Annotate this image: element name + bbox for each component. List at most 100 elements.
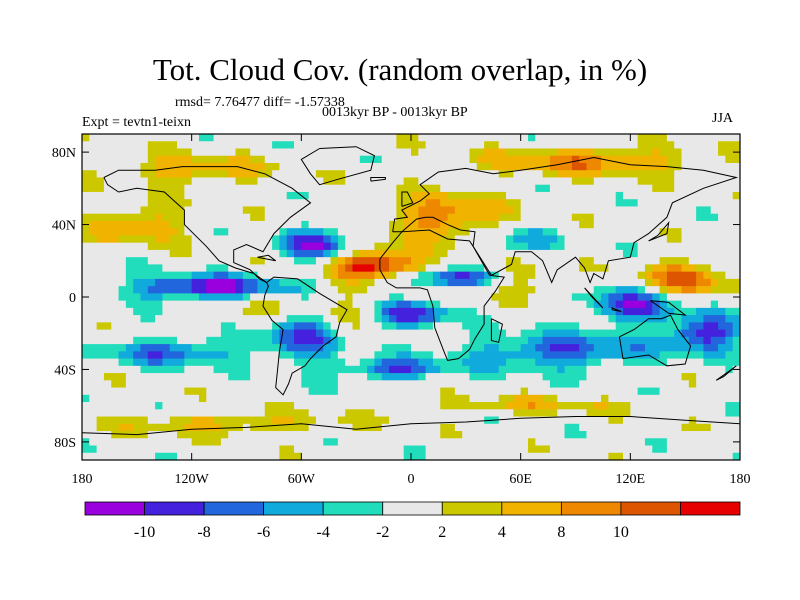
field-cell xyxy=(220,329,273,338)
field-cell xyxy=(593,177,639,186)
field-cell xyxy=(389,264,405,273)
field-cell xyxy=(169,235,193,244)
field-cell xyxy=(644,278,653,287)
field-cell xyxy=(666,271,697,280)
field-cell xyxy=(396,199,412,208)
lat-tick-label: 0 xyxy=(69,291,76,306)
field-cell xyxy=(367,365,376,374)
field-cell xyxy=(82,300,127,309)
field-cell xyxy=(644,300,653,309)
field-cell xyxy=(381,344,412,352)
field-cell xyxy=(601,358,624,367)
field-cell xyxy=(586,365,726,374)
field-cell xyxy=(184,191,288,200)
field-cell xyxy=(593,148,653,157)
field-cell xyxy=(82,315,142,323)
field-cell xyxy=(469,148,485,157)
field-cell xyxy=(381,322,397,331)
field-cell xyxy=(425,264,449,273)
field-cell xyxy=(725,336,734,345)
field-cell xyxy=(615,300,624,309)
field-cell xyxy=(586,373,683,381)
field-cell xyxy=(659,300,668,309)
field-cell xyxy=(454,387,522,396)
field-cell xyxy=(389,220,405,229)
field-cell xyxy=(659,351,705,360)
field-cell xyxy=(520,257,580,265)
field-cell xyxy=(396,191,412,200)
field-cell xyxy=(89,228,178,237)
field-cell xyxy=(571,155,580,164)
field-cell xyxy=(666,264,683,273)
field-cell xyxy=(337,242,346,251)
field-cell xyxy=(681,286,697,294)
field-cell xyxy=(337,257,346,265)
field-cell xyxy=(666,300,683,309)
field-cell xyxy=(586,351,661,360)
field-cell xyxy=(103,373,127,381)
field-cell xyxy=(389,293,405,302)
field-cell xyxy=(703,315,726,323)
field-cell xyxy=(337,329,471,338)
field-cell xyxy=(294,416,317,425)
field-cell xyxy=(242,307,280,316)
field-cell xyxy=(323,438,339,447)
field-cell xyxy=(147,155,156,164)
field-cell xyxy=(359,358,376,367)
field-cell xyxy=(294,257,317,265)
field-cell xyxy=(125,257,149,265)
field-cell xyxy=(484,264,507,273)
field-cell xyxy=(250,351,280,360)
field-cell xyxy=(425,373,471,381)
field-cell xyxy=(498,271,514,280)
field-cell xyxy=(447,249,624,258)
field-cell xyxy=(440,199,507,208)
field-cell xyxy=(184,351,229,360)
field-cell xyxy=(432,358,463,367)
colorbar-swatch xyxy=(84,501,145,516)
field-cell xyxy=(330,271,339,280)
field-cell xyxy=(111,322,222,331)
field-cell xyxy=(513,170,544,179)
field-cell xyxy=(381,155,471,164)
lon-tick-label: 120E xyxy=(616,472,646,487)
field-cell xyxy=(579,423,683,432)
field-cell xyxy=(710,271,726,280)
field-cell xyxy=(659,228,683,237)
period-label: 0013kyr BP - 0013kyr BP xyxy=(322,105,468,120)
field-cell xyxy=(133,286,149,294)
field-cell xyxy=(396,315,419,323)
plot-title: Tot. Cloud Cov. (random overlap, in %) xyxy=(152,52,648,87)
field-cell xyxy=(659,278,668,287)
lon-tick-label: 60E xyxy=(509,472,532,487)
coastline xyxy=(257,254,277,262)
field-cell xyxy=(718,278,740,287)
field-cell xyxy=(323,336,332,345)
field-cell xyxy=(469,373,507,381)
field-cell xyxy=(725,351,740,360)
field-cell xyxy=(498,213,522,222)
field-cell xyxy=(557,409,588,418)
field-cell xyxy=(82,365,142,374)
field-cell xyxy=(659,286,668,294)
field-cell xyxy=(191,242,273,251)
field-cell xyxy=(549,184,653,193)
field-cell xyxy=(725,307,740,316)
field-cell xyxy=(352,322,361,331)
field-cell xyxy=(666,155,683,164)
field-cell xyxy=(593,286,617,294)
field-cell xyxy=(535,286,595,294)
field-cell xyxy=(710,286,740,294)
field-cell xyxy=(557,170,602,179)
field-cell xyxy=(710,423,740,432)
field-cell xyxy=(432,242,456,251)
field-cell xyxy=(213,134,397,142)
field-cell xyxy=(140,344,171,352)
field-cell xyxy=(418,264,427,273)
field-cell xyxy=(191,170,229,179)
field-cell xyxy=(411,344,463,352)
field-cell xyxy=(359,249,434,258)
field-cell xyxy=(527,228,544,237)
field-cell xyxy=(637,242,740,251)
experiment-label: Expt = tevtn1-teixn xyxy=(82,115,191,130)
